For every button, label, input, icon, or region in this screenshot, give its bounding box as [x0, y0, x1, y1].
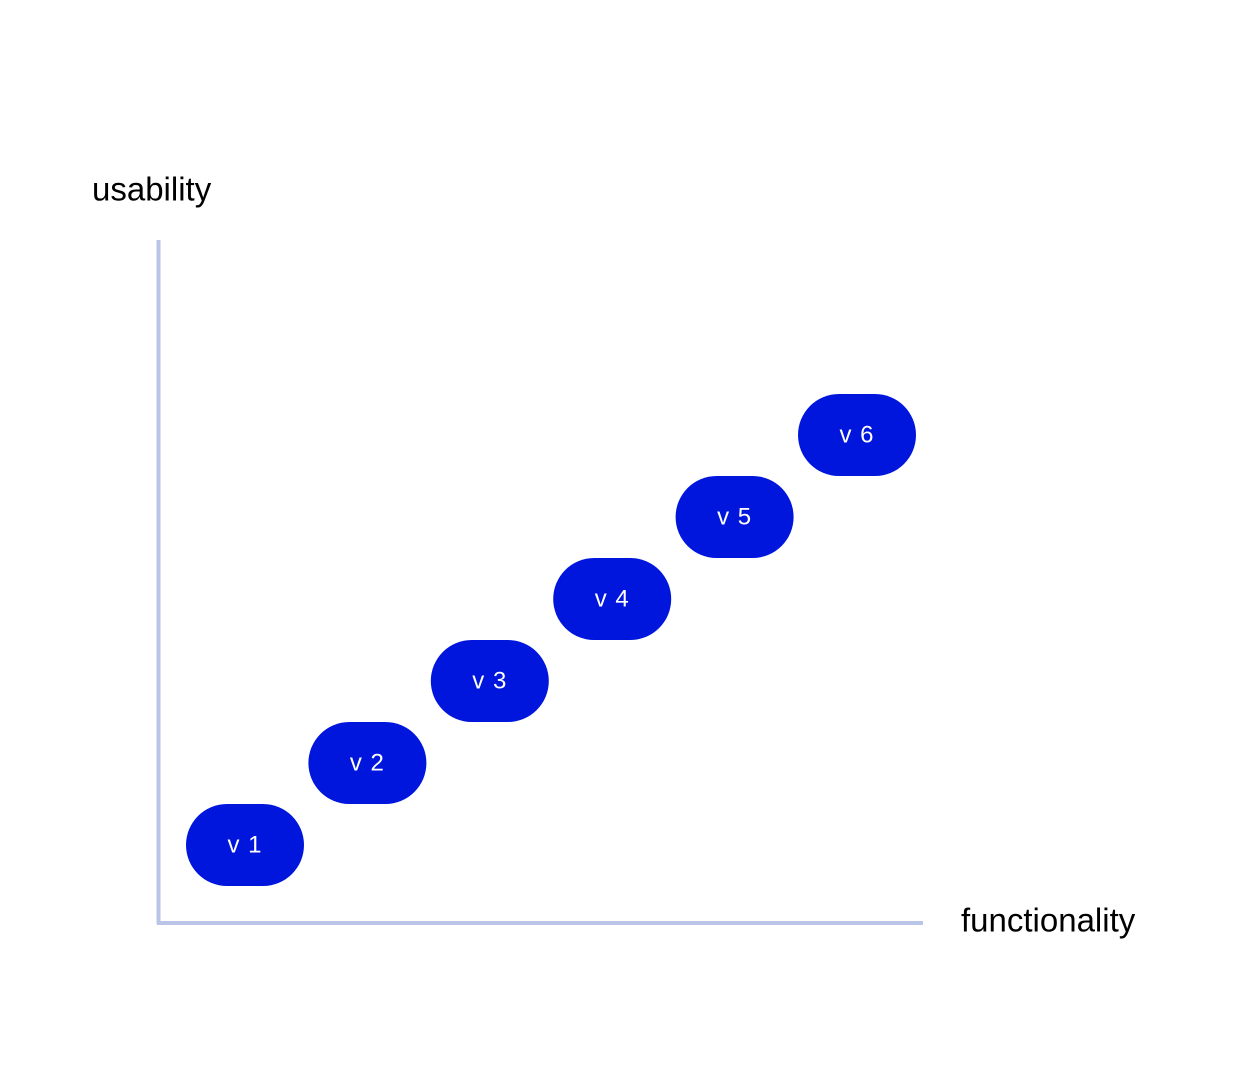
- version-label: v 4: [595, 585, 630, 612]
- version-label: v 3: [472, 667, 507, 694]
- x-axis-label: functionality: [961, 902, 1136, 939]
- version-pill: [308, 722, 427, 804]
- version-node: v 6: [798, 394, 916, 476]
- version-node: v 2: [308, 722, 427, 804]
- version-pill: [553, 558, 672, 640]
- version-label: v 6: [839, 421, 874, 448]
- version-node: v 1: [186, 804, 304, 886]
- y-axis-label: usability: [92, 171, 212, 208]
- nodes: v 1 v 2 v 3 v 4 v 5 v 6: [186, 394, 916, 886]
- version-label: v 2: [350, 749, 385, 776]
- version-node: v 5: [675, 476, 794, 558]
- version-node: v 4: [553, 558, 672, 640]
- version-pill: [430, 640, 549, 722]
- version-pill: [675, 476, 794, 558]
- version-label: v 5: [717, 503, 752, 530]
- version-pill: [798, 394, 916, 476]
- version-node: v 3: [430, 640, 549, 722]
- version-label: v 1: [227, 831, 262, 858]
- version-pill: [186, 804, 304, 886]
